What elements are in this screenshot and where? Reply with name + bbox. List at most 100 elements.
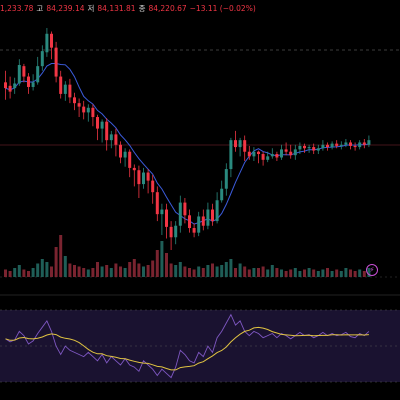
candle-body — [183, 202, 187, 216]
volume-bar — [339, 271, 343, 277]
volume-bar — [174, 265, 178, 277]
candle-body — [312, 147, 316, 151]
candle-body — [358, 142, 362, 148]
candle-body — [45, 33, 49, 53]
candle-body — [316, 148, 320, 151]
volume-bar — [298, 271, 302, 277]
candle-body — [247, 151, 251, 157]
volume-bar — [243, 266, 247, 277]
candle-body — [8, 85, 12, 92]
volume-bar — [50, 266, 53, 277]
candle-body — [349, 142, 352, 146]
volume-bar — [321, 269, 325, 277]
volume-bar — [137, 263, 141, 277]
moving-average-line — [5, 63, 369, 225]
candle-body — [77, 103, 81, 107]
candle-body — [252, 151, 256, 157]
volume-bar — [192, 269, 196, 277]
volume-bar — [54, 247, 58, 277]
candle-body — [289, 151, 293, 156]
volume-bar — [293, 268, 297, 277]
volume-bar — [229, 259, 233, 277]
candle-body — [165, 209, 168, 227]
candle-body — [151, 180, 155, 193]
candle-body — [326, 144, 329, 148]
candle-body — [17, 65, 21, 84]
candle-body — [335, 143, 339, 146]
volume-bar — [40, 259, 44, 277]
rsi-moving-average — [5, 326, 369, 371]
candle-body — [284, 149, 288, 152]
ohlc-open-value: 1,233.78 — [0, 4, 34, 13]
candle-body — [229, 140, 233, 170]
candle-body — [100, 121, 104, 129]
volume-bar — [188, 268, 191, 277]
candle-body — [344, 142, 348, 145]
candle-body — [215, 200, 219, 222]
volume-bar — [344, 268, 348, 277]
volume-bar — [27, 271, 30, 277]
candle-body — [192, 228, 196, 233]
volume-bar — [215, 266, 219, 277]
candle-body — [105, 121, 109, 141]
volume-bar — [247, 269, 251, 277]
ohlc-low-value: 84,131.81 — [97, 4, 136, 13]
candle-body — [280, 149, 283, 158]
volume-bar — [105, 265, 109, 277]
candle-body — [197, 216, 201, 233]
candle-body — [4, 82, 7, 89]
volume-bar — [96, 262, 99, 277]
candle-body — [22, 66, 26, 77]
volume-bar — [114, 263, 118, 277]
candle-body — [266, 156, 270, 160]
candle-body — [146, 172, 150, 181]
candle-body — [224, 169, 228, 189]
candle-body — [298, 145, 302, 150]
volume-bar — [86, 269, 90, 277]
candle-body — [220, 188, 224, 201]
candle-body — [261, 154, 265, 160]
candle-body — [160, 209, 164, 215]
candle-body — [201, 216, 205, 226]
volume-bar — [224, 262, 228, 277]
volume-bar — [178, 262, 182, 277]
ohlc-high-label: 고 — [36, 4, 44, 13]
volume-bar — [358, 269, 362, 277]
candle-body — [27, 76, 30, 87]
volume-bar — [45, 262, 49, 277]
candle-body — [50, 33, 53, 48]
volume-bar — [17, 265, 21, 277]
candle-body — [174, 225, 178, 238]
candle-body — [303, 145, 306, 149]
candle-body — [367, 140, 371, 145]
volume-bar — [257, 268, 260, 277]
volume-bar — [303, 269, 306, 277]
candle-body — [82, 106, 86, 113]
candle-body — [91, 107, 95, 118]
candle-body — [243, 140, 247, 152]
volume-bar — [197, 266, 201, 277]
candle-body — [59, 76, 63, 94]
ohlc-low-label: 저 — [87, 4, 95, 13]
candle-body — [330, 143, 334, 148]
candle-body — [188, 215, 191, 229]
candle-body — [96, 117, 99, 129]
rsi-line — [5, 313, 370, 379]
volume-bar — [151, 260, 155, 277]
volume-bar — [280, 269, 283, 277]
volume-bar — [160, 241, 164, 277]
candle-body — [270, 154, 274, 157]
volume-bar — [77, 266, 81, 277]
candle-body — [86, 107, 90, 113]
volume-bar — [119, 266, 122, 277]
candle-body — [234, 140, 237, 148]
lightning-icon[interactable]: ⚡ — [366, 264, 378, 276]
candle-body — [123, 151, 127, 158]
candle-body — [137, 170, 141, 185]
candle-body — [275, 154, 279, 158]
candle-body — [293, 149, 297, 156]
volume-bar — [142, 266, 145, 277]
volume-bar — [238, 263, 242, 277]
